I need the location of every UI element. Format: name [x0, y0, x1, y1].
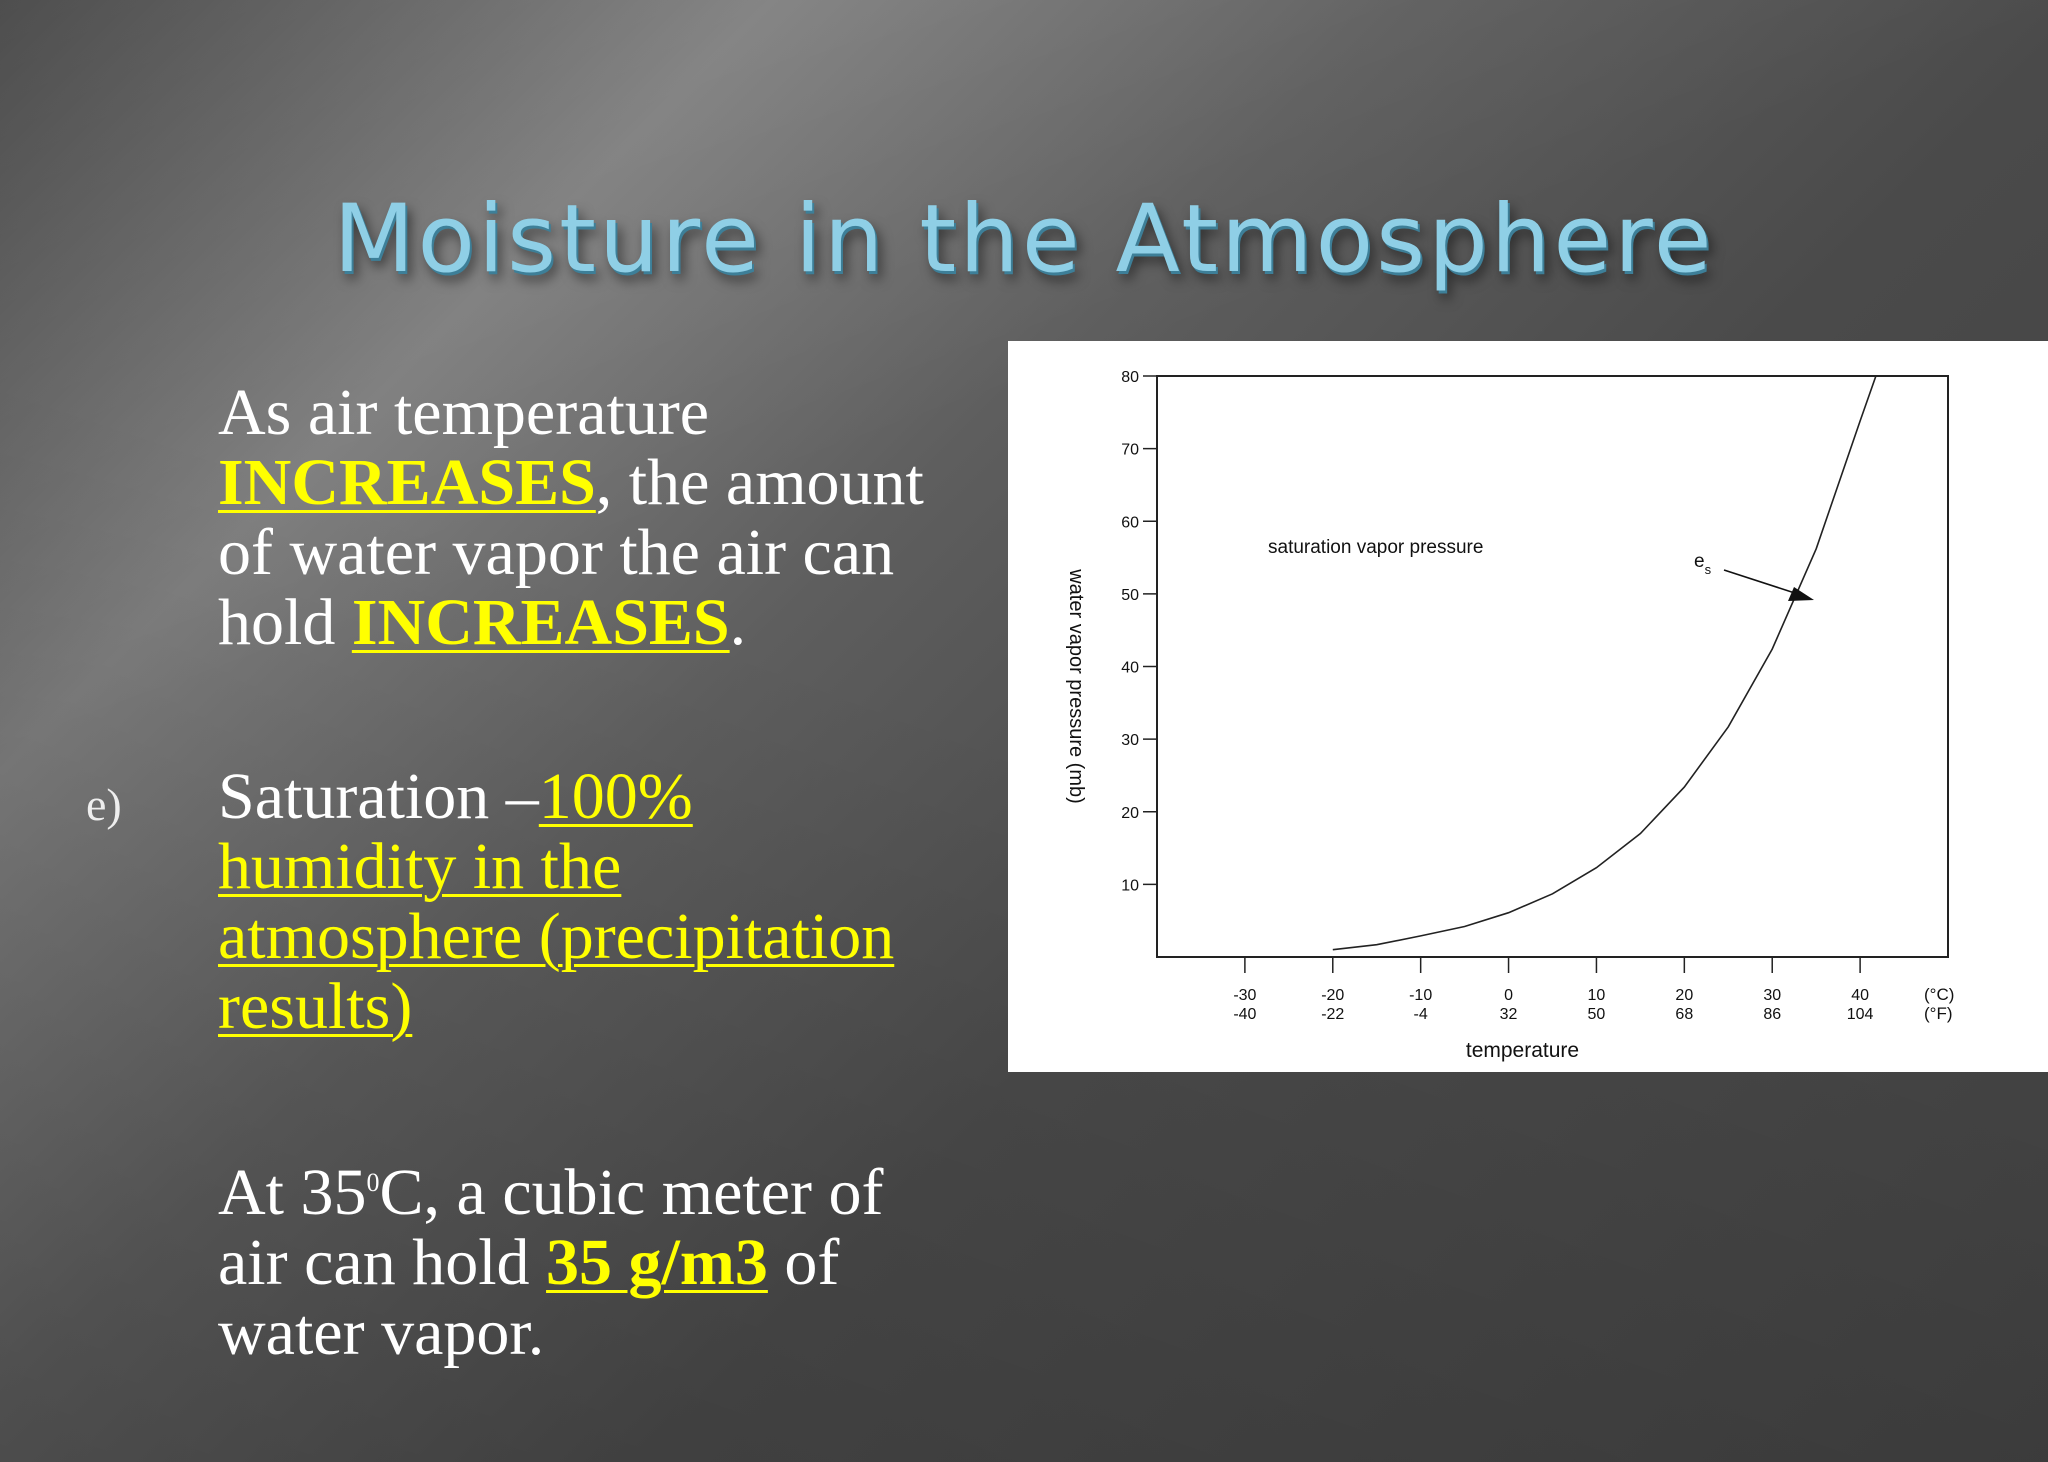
x-tick-label-celsius: -10	[1409, 987, 1432, 1004]
es-label-e: e	[1694, 551, 1705, 572]
x-tick-label-celsius: 10	[1588, 987, 1606, 1004]
x-tick-label-fahrenheit: 68	[1675, 1006, 1693, 1023]
y-tick-label: 10	[1121, 877, 1139, 894]
x-unit-celsius: (°C)	[1924, 985, 1954, 1004]
y-tick-label: 50	[1121, 587, 1139, 604]
capacity-highlight: 35 g/m3	[546, 1226, 768, 1299]
bullet-1-text: , the amount	[595, 446, 924, 519]
bullet-list: As air temperature INCREASES, the amount…	[0, 0, 1010, 1462]
y-tick-label: 40	[1121, 660, 1139, 677]
y-tick-label: 60	[1121, 514, 1139, 531]
bullet-2: Saturation –100% humidity in the atmosph…	[218, 762, 1010, 1042]
x-tick-label-fahrenheit: -22	[1321, 1006, 1344, 1023]
bullet-1-line-4: hold INCREASES.	[218, 588, 1010, 658]
x-tick-label-fahrenheit: 32	[1500, 1006, 1518, 1023]
x-unit-fahrenheit: (°F)	[1924, 1004, 1953, 1023]
saturation-definition: humidity in the	[218, 830, 622, 903]
y-axis-ticks: 10 20 30 40 50 60 70 80	[1121, 369, 1157, 894]
x-tick-label-celsius: 30	[1763, 987, 1781, 1004]
x-tick-label-celsius: 20	[1675, 987, 1693, 1004]
bullet-2-line-3: atmosphere (precipitation	[218, 902, 1010, 972]
bullet-1-line-2: INCREASES, the amount	[218, 448, 1010, 518]
slide-title: Moisture in the Atmosphere	[333, 185, 1715, 294]
x-tick-label-fahrenheit: 50	[1588, 1006, 1606, 1023]
bullet-1: As air temperature INCREASES, the amount…	[218, 378, 1010, 658]
saturation-definition: results)	[218, 970, 413, 1043]
bullet-3-text: of	[767, 1226, 840, 1299]
x-tick-label-celsius: -20	[1321, 987, 1344, 1004]
bullet-3-text: water vapor.	[218, 1296, 545, 1369]
saturation-definition: 100%	[538, 760, 693, 833]
x-tick-label-fahrenheit: 104	[1847, 1006, 1874, 1023]
bullet-1-text: hold	[218, 586, 352, 659]
x-tick-label-fahrenheit: 86	[1763, 1006, 1781, 1023]
increases-highlight: INCREASES	[351, 586, 730, 659]
x-tick-label-celsius: 40	[1851, 987, 1869, 1004]
bullet-3-text: air can hold	[218, 1226, 547, 1299]
y-tick-label: 70	[1121, 442, 1139, 459]
bullet-3-line-1: At 350C, a cubic meter of	[218, 1148, 1010, 1228]
x-tick-label-fahrenheit: -40	[1233, 1006, 1256, 1023]
y-tick-label: 20	[1121, 805, 1139, 822]
plot-frame	[1156, 375, 1949, 958]
bullet-1-line-3: of water vapor the air can	[218, 518, 1010, 588]
bullet-2-text: Saturation –	[218, 760, 539, 833]
bullet-2-line-2: humidity in the	[218, 832, 1010, 902]
bullet-1-line-1: As air temperature	[218, 378, 1010, 448]
curve-label: saturation vapor pressure	[1268, 537, 1483, 558]
x-axis-label: temperature	[1466, 1039, 1579, 1062]
bullet-2-line-1: Saturation –100%	[218, 762, 1010, 832]
y-tick-label: 30	[1121, 732, 1139, 749]
es-label-sub: s	[1705, 562, 1712, 577]
bullet-1-text: .	[729, 586, 747, 659]
bullet-marker-2: e)	[86, 779, 122, 830]
saturation-definition: atmosphere (precipitation	[218, 900, 895, 973]
bullet-3-line-3: water vapor.	[218, 1298, 1010, 1368]
increases-highlight: INCREASES	[218, 446, 596, 519]
y-axis-label: water vapor pressure (mb)	[1065, 568, 1087, 804]
es-arrow-head	[1788, 587, 1814, 601]
es-label: es	[1694, 551, 1712, 577]
y-tick-label: 80	[1121, 369, 1139, 386]
es-arrow-line	[1723, 569, 1805, 597]
saturation-curve	[1332, 375, 1877, 951]
bullet-1-text: of water vapor the air can	[218, 516, 895, 589]
bullet-3-text: At 35	[218, 1156, 367, 1229]
bullet-2-line-4: results)	[218, 972, 1010, 1042]
bullet-1-text: As air temperature	[218, 376, 710, 449]
bullet-3: At 350C, a cubic meter of air can hold 3…	[218, 1148, 1010, 1368]
x-tick-label-celsius: 0	[1504, 987, 1513, 1004]
x-tick-label-fahrenheit: -4	[1414, 1006, 1428, 1023]
x-tick-label-celsius: -30	[1233, 987, 1256, 1004]
bullet-3-line-2: air can hold 35 g/m3 of	[218, 1228, 1010, 1298]
bullet-3-text: C, a cubic meter of	[379, 1156, 884, 1229]
vapor-pressure-chart: 10 20 30 40 50 60 70 80 -30 -40 -20 -22 -10 -4 0 32 10 5…	[1008, 341, 2048, 1072]
degree-superscript: 0	[366, 1168, 380, 1197]
